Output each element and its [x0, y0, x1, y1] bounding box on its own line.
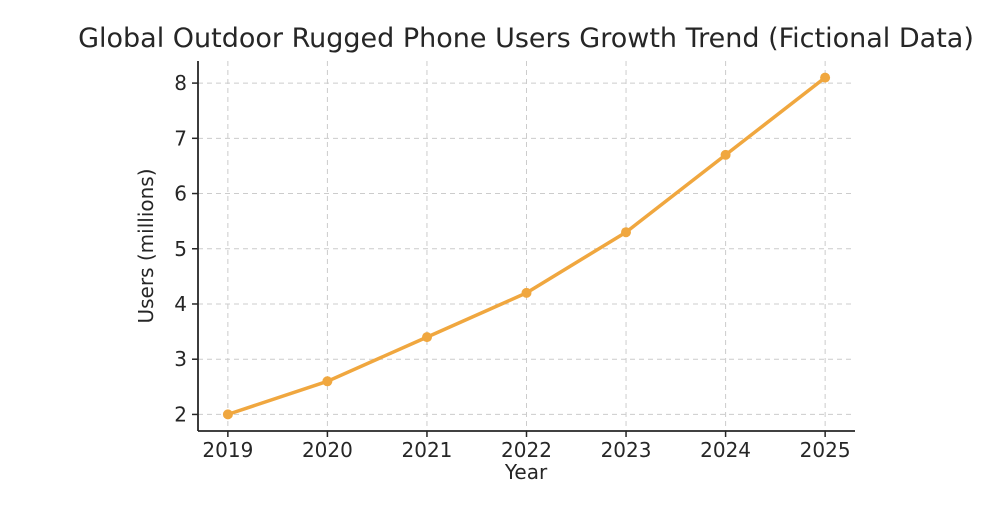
data-point-marker — [621, 227, 631, 238]
x-tick-label: 2020 — [302, 438, 353, 462]
chart-figure: 2019 2020 2021 2022 2023 2024 2025 2 3 4 5 6 7 8 Glob… — [40, 16, 984, 498]
x-axis-label: Year — [504, 460, 548, 484]
data-point-marker — [422, 332, 432, 343]
data-point-marker — [820, 72, 831, 83]
x-tick-label: 2025 — [800, 438, 851, 462]
gridlines-layer — [198, 61, 855, 431]
chart-title: Global Outdoor Rugged Phone Users Growth… — [78, 23, 974, 54]
line-chart: 2019 2020 2021 2022 2023 2024 2025 2 3 4 5 6 7 8 Glob… — [78, 23, 974, 484]
y-tick-label: 6 — [174, 182, 187, 206]
x-tick-label: 2023 — [601, 438, 652, 462]
x-tick-label: 2024 — [700, 438, 751, 462]
y-tick-label: 3 — [174, 347, 187, 371]
y-axis-label: Users (millions) — [134, 168, 158, 323]
data-point-marker — [720, 149, 731, 160]
axes-layer: 2019 2020 2021 2022 2023 2024 2025 2 3 4 5 6 7 8 — [174, 61, 855, 462]
y-tick-label: 5 — [174, 237, 187, 261]
y-tick-label: 7 — [174, 126, 187, 150]
data-point-marker — [521, 287, 532, 298]
y-tick-label: 2 — [174, 402, 187, 426]
y-tick-label: 4 — [174, 292, 187, 316]
series-layer — [222, 72, 831, 420]
x-tick-label: 2021 — [402, 438, 453, 462]
data-point-marker — [322, 376, 333, 387]
y-tick-label: 8 — [174, 71, 187, 95]
x-tick-label: 2019 — [202, 438, 253, 462]
x-tick-label: 2022 — [501, 438, 552, 462]
data-point-marker — [222, 409, 233, 420]
